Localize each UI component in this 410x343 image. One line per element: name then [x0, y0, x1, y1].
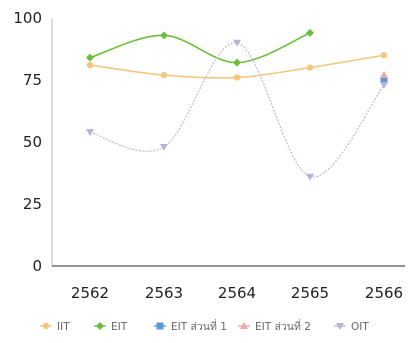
legend-label: IIT	[57, 321, 70, 333]
series-line	[89, 32, 311, 64]
y-tick-label: 100	[13, 9, 42, 27]
series-layer	[86, 28, 388, 181]
legend-label: EIT ส่วนที่ 2	[255, 319, 311, 333]
legend-item: EIT ส่วนที่ 2	[238, 319, 311, 333]
series-3	[380, 76, 388, 84]
y-tick-label: 0	[32, 257, 42, 275]
legend-marker	[156, 322, 164, 330]
data-point	[380, 76, 388, 84]
y-tick-label: 25	[23, 195, 42, 213]
data-point	[160, 71, 168, 79]
y-tick-labels: 0 25 50 75 100	[13, 9, 42, 275]
x-tick-label: 2566	[365, 284, 403, 302]
data-point	[306, 64, 314, 71]
series-5	[86, 39, 388, 181]
data-point	[86, 53, 94, 62]
x-tick-labels: 2562 2563 2564 2565 2566	[71, 284, 403, 302]
data-point	[233, 58, 241, 67]
x-tick-label: 2564	[218, 284, 256, 302]
data-point	[160, 31, 168, 40]
data-point	[86, 129, 94, 137]
series-4	[380, 71, 388, 79]
y-tick-label: 50	[23, 133, 42, 151]
x-tick-label: 2565	[291, 284, 329, 302]
x-tick-label: 2563	[145, 284, 183, 302]
series-line	[89, 42, 385, 178]
data-point	[380, 52, 388, 59]
legend-label: EIT	[111, 321, 128, 333]
legend: IIT EIT EIT ส่วนที่ 1 EIT ส่วนที่ 2 OIT	[40, 319, 369, 333]
data-point	[380, 81, 388, 89]
legend-marker	[240, 322, 248, 329]
y-tick-label: 75	[23, 71, 42, 89]
series-1	[86, 52, 388, 81]
legend-item: EIT	[94, 321, 128, 333]
data-point	[380, 71, 388, 79]
legend-marker	[96, 322, 104, 330]
legend-item: IIT	[40, 321, 70, 333]
legend-marker	[336, 323, 344, 330]
legend-label: OIT	[351, 321, 369, 333]
data-point	[86, 61, 94, 69]
legend-item: OIT	[334, 321, 369, 333]
legend-item: EIT ส่วนที่ 1	[154, 319, 227, 333]
x-tick-label: 2562	[71, 284, 109, 302]
data-point	[233, 74, 241, 81]
data-point	[233, 39, 241, 47]
legend-marker	[42, 322, 50, 330]
series-2	[86, 28, 314, 67]
legend-label: EIT ส่วนที่ 1	[171, 319, 227, 333]
data-point	[306, 173, 314, 181]
data-point	[306, 28, 314, 37]
data-point	[160, 143, 168, 151]
